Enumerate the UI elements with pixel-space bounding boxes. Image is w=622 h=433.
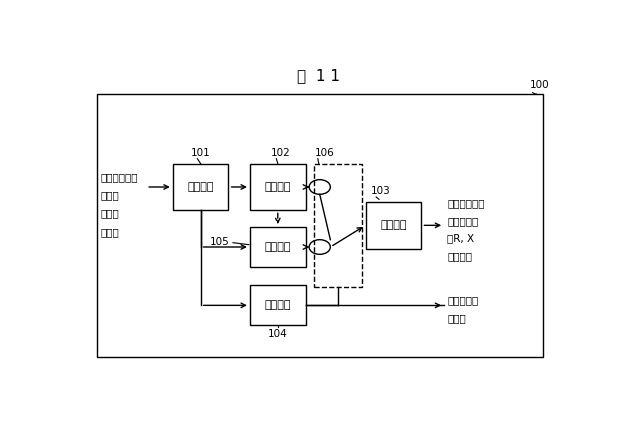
Text: ・相差角: ・相差角 — [447, 251, 472, 261]
Bar — [314, 164, 362, 287]
Text: 102: 102 — [271, 148, 290, 158]
Bar — [366, 202, 421, 249]
Text: 図  1 1: 図 1 1 — [297, 68, 340, 84]
Text: 判結果: 判結果 — [447, 313, 466, 323]
Text: 104: 104 — [268, 330, 288, 339]
Text: ・R, X: ・R, X — [447, 233, 474, 243]
Text: 計算手段: 計算手段 — [264, 182, 291, 192]
Text: 出力手段: 出力手段 — [380, 220, 407, 230]
Text: 計算可否の: 計算可否の — [447, 295, 478, 305]
Text: ・電圧: ・電圧 — [101, 191, 119, 200]
Text: ・力率: ・力率 — [101, 227, 119, 237]
Bar — [250, 164, 305, 210]
Text: 送り出し側の: 送り出し側の — [101, 172, 138, 182]
Text: ・電流: ・電流 — [101, 209, 119, 219]
Text: 103: 103 — [370, 186, 390, 196]
Bar — [250, 227, 305, 267]
Text: 入力手段: 入力手段 — [187, 182, 214, 192]
Bar — [250, 285, 305, 325]
Bar — [97, 94, 543, 357]
Text: 判定手段: 判定手段 — [264, 301, 291, 310]
Text: 101: 101 — [191, 148, 211, 158]
Text: 106: 106 — [315, 148, 335, 158]
Text: 負荷点までの: 負荷点までの — [447, 199, 485, 209]
Text: 補間手段: 補間手段 — [264, 242, 291, 252]
Text: 105: 105 — [210, 237, 230, 247]
Text: 100: 100 — [529, 80, 549, 90]
Bar — [173, 164, 228, 210]
Text: ・電圧降下: ・電圧降下 — [447, 216, 478, 226]
